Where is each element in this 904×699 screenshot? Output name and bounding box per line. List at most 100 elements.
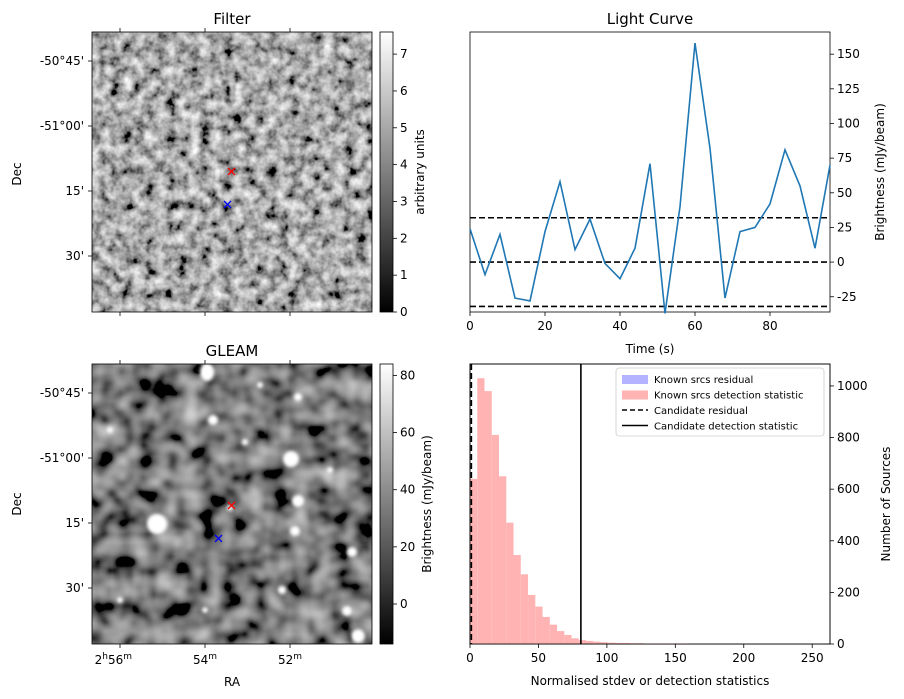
histogram-bar: [622, 642, 630, 644]
light-curve-y-ticks: -25 0 25 50 75 100 125 150: [830, 47, 860, 304]
filter-y-ticks: -50°45' -51°00' 15' 30': [40, 54, 92, 263]
y-tick-label: 125: [837, 82, 860, 96]
histogram-bar: [578, 640, 587, 644]
histogram-bar: [586, 640, 594, 644]
histogram-bar: [564, 634, 572, 644]
histogram-bar: [571, 638, 579, 644]
x-tick-label: 50: [531, 651, 546, 665]
histogram-xlabel: Normalised stdev or detection statistics: [531, 674, 770, 688]
x-tick-label: 200: [732, 651, 755, 665]
dec-tick-label: -51°00': [40, 451, 84, 465]
filter-panel: Filter -50°45' -51°00' 15' 30' Dec 0 1 2 3 4 5 6 7…: [10, 10, 427, 319]
filter-colorbar-label: arbitrary units: [413, 129, 427, 215]
x-tick-label: 250: [801, 651, 824, 665]
gleam-colorbar-label: Brightness (mJy/beam): [420, 435, 434, 573]
legend-swatch: [622, 390, 648, 400]
histogram-bar: [607, 642, 616, 644]
histogram-bar: [477, 378, 485, 644]
legend-box: [615, 367, 825, 437]
histogram-bar: [549, 624, 558, 644]
filter-colorbar: [379, 31, 394, 313]
colorbar-tick-label: 7: [400, 47, 408, 61]
gleam-blue-cross: [214, 534, 223, 543]
colorbar-tick-label: 60: [400, 426, 415, 440]
colorbar-tick-label: 0: [400, 305, 408, 319]
y-tick-label: 0: [837, 255, 845, 269]
histogram-bar: [535, 606, 543, 644]
light-curve-ylabel: Brightness (mJy/beam): [873, 103, 887, 241]
gleam-red-cross: [227, 501, 236, 510]
legend-label: Known srcs residual: [654, 375, 753, 386]
light-curve-threshold-lines: [470, 216, 830, 308]
y-tick-label: 75: [837, 151, 852, 165]
dec-tick-label: 30': [65, 249, 84, 263]
light-curve-panel: Light Curve 0 20 40 60 80 -25 0 25 50 75 100 125 15…: [466, 10, 887, 356]
light-curve-series-line: [469, 42, 831, 314]
y-tick-label: 100: [837, 116, 860, 130]
y-tick-label: 50: [837, 186, 852, 200]
histogram-y-ticks: 0 200 400 600 800 1000: [830, 379, 868, 651]
x-tick-label: 0: [466, 319, 474, 333]
legend-label: Known srcs detection statistic: [654, 391, 803, 402]
x-tick-label: 40: [612, 319, 627, 333]
light-curve-xlabel: Time (s): [625, 342, 675, 356]
histogram-bar: [593, 641, 601, 644]
gleam-colorbar: [379, 363, 394, 645]
light-curve-title: Light Curve: [607, 10, 693, 28]
dec-tick-label: -51°00': [40, 119, 84, 133]
x-tick-label: 20: [537, 319, 552, 333]
colorbar-tick-label: 1: [400, 268, 408, 282]
y-tick-label: 800: [837, 431, 860, 445]
y-tick-label: 1000: [837, 379, 868, 393]
gleam-title: GLEAM: [206, 342, 259, 360]
gleam-image: [92, 364, 372, 644]
colorbar-tick-label: 6: [400, 84, 408, 98]
filter-ylabel: Dec: [10, 162, 24, 185]
legend-label: Candidate detection statistic: [654, 422, 798, 433]
colorbar-tick-label: 80: [400, 368, 415, 382]
colorbar-tick-label: 4: [400, 158, 408, 172]
histogram-bar: [484, 391, 492, 644]
gleam-x-ticks: 2h56m 54m 52m: [95, 644, 302, 667]
dec-tick-label: -50°45': [40, 386, 84, 400]
histogram-bar: [557, 631, 565, 644]
histogram-bar: [520, 574, 529, 644]
x-tick-label: 150: [664, 651, 687, 665]
histogram-bar: [542, 616, 550, 644]
colorbar-tick-label: 0: [400, 597, 408, 611]
histogram-x-ticks: 0 50 100 150 200 250: [466, 644, 824, 665]
legend-swatch: [622, 375, 648, 384]
histogram-bar: [470, 478, 478, 644]
histogram-bar: [513, 554, 521, 644]
x-tick-label: 60: [687, 319, 702, 333]
y-tick-label: 150: [837, 47, 860, 61]
x-tick-label: 80: [762, 319, 777, 333]
gleam-ylabel: Dec: [10, 492, 24, 515]
gleam-sources: [107, 364, 365, 643]
colorbar-tick-label: 40: [400, 483, 415, 497]
colorbar-tick-label: 5: [400, 121, 408, 135]
histogram-bar: [506, 522, 514, 644]
ra-tick-label: 52m: [278, 652, 302, 667]
ra-tick-label: 54m: [193, 652, 217, 667]
ra-tick-label: 2h56m: [95, 652, 132, 667]
gleam-y-ticks: -50°45' -51°00' 15' 30': [40, 386, 92, 595]
y-tick-label: 0: [837, 637, 845, 651]
histogram-vertical-lines: [470, 364, 582, 644]
gleam-colorbar-ticks: 0 20 40 60 80: [393, 368, 415, 611]
colorbar-tick-label: 20: [400, 540, 415, 554]
y-tick-label: 600: [837, 482, 860, 496]
histogram-bar: [615, 642, 623, 644]
filter-blue-cross: [223, 200, 232, 209]
dec-tick-label: 15': [65, 516, 84, 530]
histogram-legend: Known srcs residual Known srcs detection …: [615, 367, 825, 437]
filter-red-cross: [227, 167, 236, 176]
histogram-bar: [499, 476, 507, 644]
gleam-xlabel: RA: [224, 675, 241, 689]
colorbar-tick-label: 2: [400, 231, 408, 245]
gleam-panel: GLEAM: [10, 342, 434, 689]
histogram-bar: [600, 642, 608, 644]
dec-tick-label: 15': [65, 184, 84, 198]
histogram-bar: [528, 594, 536, 644]
